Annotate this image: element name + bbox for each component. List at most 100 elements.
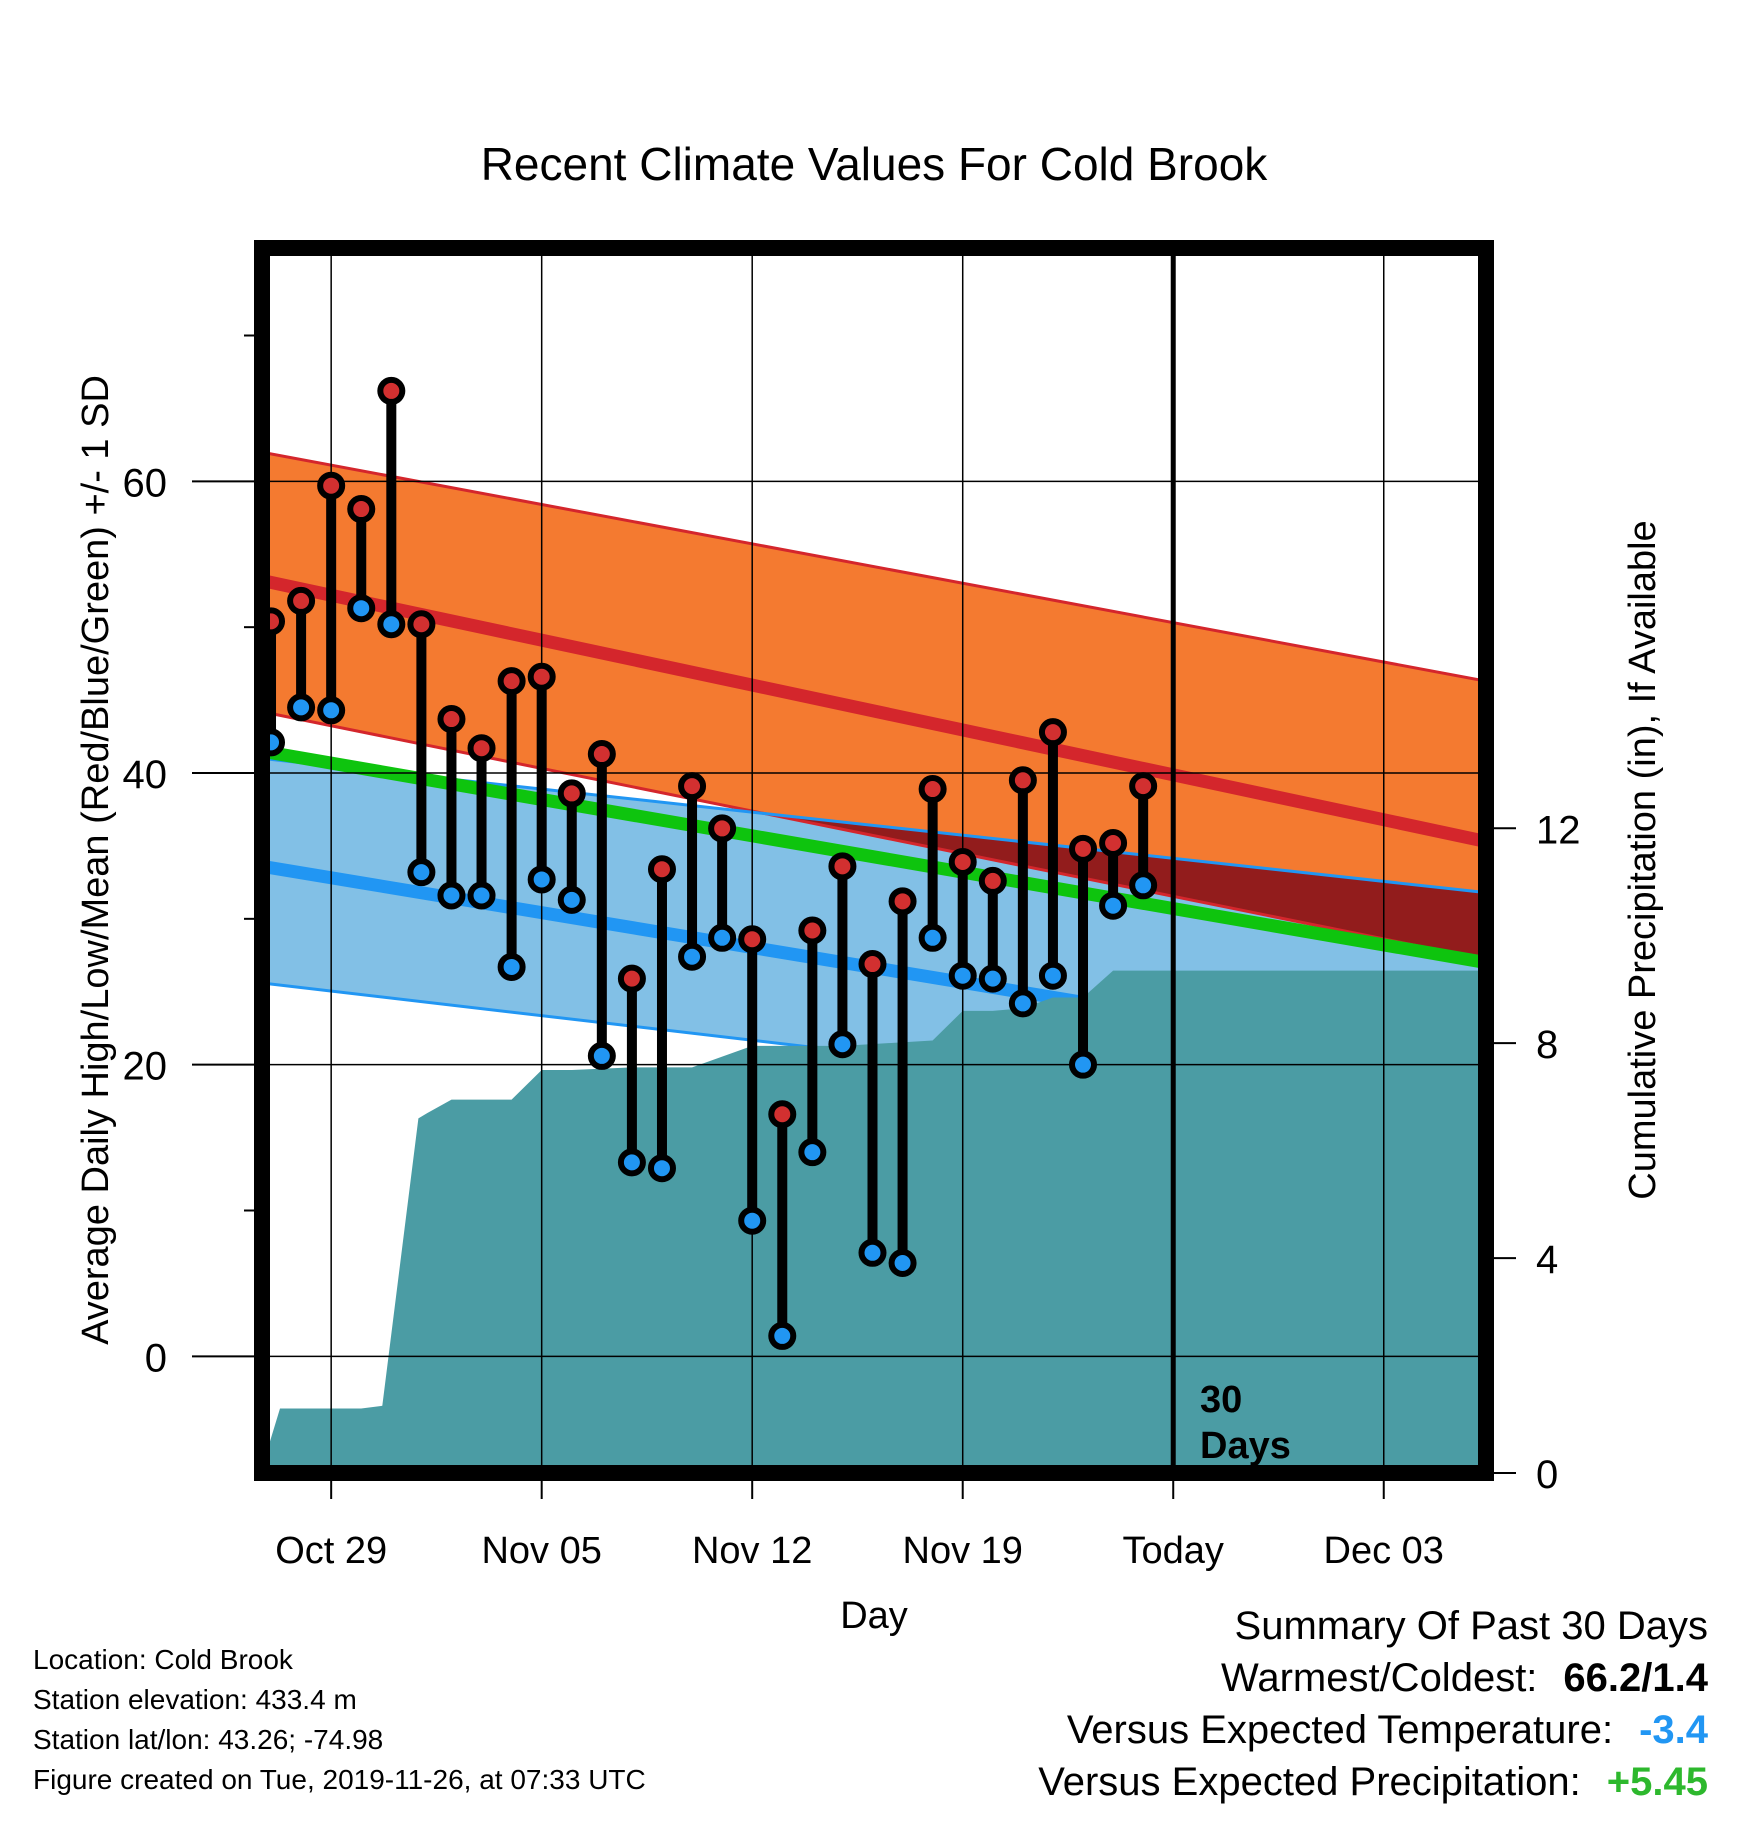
axes: Oct 29 Nov 05 Nov 12 Nov 19 Today Dec 0302040…: [123, 334, 1581, 1572]
daily-low-point: [858, 1238, 887, 1267]
daily-high-point: [287, 586, 316, 615]
daily-low-point: [798, 1138, 827, 1167]
daily-low-point: [377, 610, 406, 639]
daily-high-point: [587, 740, 616, 769]
precip-label: Versus Expected Precipitation:: [1038, 1760, 1581, 1804]
daily-low-point: [467, 881, 496, 910]
right-tick-label: 12: [1536, 808, 1581, 852]
temp-value: -3.4: [1639, 1708, 1708, 1752]
x-tick-label: Nov 12: [692, 1530, 812, 1572]
daily-low-point: [287, 693, 316, 722]
warm-cold-value: 66.2/1.4: [1563, 1656, 1708, 1700]
station-latlon: Station lat/lon: 43.26; -74.98: [33, 1724, 384, 1755]
daily-high-point: [647, 855, 676, 884]
daily-low-point: [918, 923, 947, 952]
daily-low-point: [1038, 961, 1067, 990]
daily-high-point: [858, 950, 887, 979]
chart-title: Recent Climate Values For Cold Brook: [481, 138, 1269, 190]
summary-panel: Summary Of Past 30 Days Warmest/Coldest:…: [1038, 1600, 1708, 1808]
daily-low-point: [617, 1148, 646, 1177]
normal-mean-line: [262, 744, 1486, 969]
x-tick-label: Nov 05: [481, 1530, 601, 1572]
left-tick-label: 40: [123, 753, 168, 797]
daily-high-point: [377, 376, 406, 405]
daily-high-point: [828, 852, 857, 881]
right-tick-label: 0: [1536, 1453, 1558, 1497]
precip-value: +5.45: [1606, 1760, 1708, 1804]
daily-low-point: [1099, 891, 1128, 920]
daily-low-point: [708, 923, 737, 952]
station-location: Location: Cold Brook: [33, 1644, 293, 1675]
right-tick-label: 4: [1536, 1238, 1558, 1282]
daily-low-point: [557, 885, 586, 914]
left-tick-label: 20: [123, 1045, 168, 1089]
temp-label: Versus Expected Temperature:: [1066, 1708, 1614, 1752]
daily-low-point: [768, 1321, 797, 1350]
daily-high-point: [347, 495, 376, 524]
summary-title: Summary Of Past 30 Days: [1234, 1604, 1708, 1648]
daily-high-point: [948, 847, 977, 876]
daily-high-point: [467, 734, 496, 763]
left-tick-label: 0: [145, 1336, 167, 1380]
x-tick-label: Oct 29: [275, 1530, 387, 1572]
daily-low-point: [1129, 871, 1158, 900]
y-axis-label-left: Average Daily High/Low/Mean (Red/Blue/Gr…: [75, 375, 117, 1345]
daily-low-point: [948, 961, 977, 990]
station-elevation: Station elevation: 433.4 m: [33, 1684, 357, 1715]
today-label-count: 30: [1200, 1379, 1242, 1421]
daily-high-point: [1038, 718, 1067, 747]
high-band-lower-edge: [262, 710, 1486, 962]
daily-high-point: [617, 964, 646, 993]
x-tick-label: Today: [1123, 1530, 1224, 1572]
today-label-days: Days: [1200, 1425, 1291, 1467]
daily-low-point: [317, 696, 346, 725]
daily-low-point: [647, 1154, 676, 1183]
daily-high-point: [527, 662, 556, 691]
daily-high-point: [798, 916, 827, 945]
daily-high-point: [557, 779, 586, 808]
daily-low-point: [1008, 989, 1037, 1018]
daily-low-point: [888, 1249, 917, 1277]
summary-warm-cold-row: Warmest/Coldest: 66.2/1.4: [1038, 1652, 1708, 1704]
daily-high-point: [1008, 766, 1037, 795]
daily-low-point: [678, 942, 707, 971]
daily-high-point: [1099, 829, 1128, 857]
daily-low-point: [587, 1041, 616, 1070]
daily-high-point: [918, 775, 947, 804]
daily-low-point: [978, 964, 1007, 993]
plot-area: [262, 248, 1486, 1473]
figure-created: Figure created on Tue, 2019-11-26, at 07…: [33, 1764, 646, 1795]
daily-high-point: [978, 866, 1007, 895]
daily-low-point: [497, 952, 526, 981]
daily-low-point: [828, 1030, 857, 1059]
daily-low-point: [738, 1206, 767, 1235]
daily-high-point: [708, 814, 737, 843]
warm-cold-label: Warmest/Coldest:: [1221, 1656, 1538, 1700]
daily-high-point: [317, 471, 346, 500]
daily-low-point: [437, 881, 466, 910]
daily-low-point: [527, 865, 556, 894]
x-tick-label: Nov 19: [903, 1530, 1023, 1572]
daily-high-point: [678, 772, 707, 801]
daily-high-point: [1129, 772, 1158, 801]
daily-high-point: [1069, 834, 1098, 863]
plot-frame: [254, 240, 1494, 1481]
high-band-upper-edge: [262, 450, 1486, 683]
daily-low-point: [1069, 1050, 1098, 1079]
daily-high-point: [437, 705, 466, 734]
summary-temp-row: Versus Expected Temperature: -3.4: [1038, 1704, 1708, 1756]
daily-low-point: [407, 858, 436, 887]
normal-high-line: [262, 574, 1486, 848]
daily-high-point: [768, 1100, 797, 1129]
x-axis-label: Day: [840, 1595, 908, 1637]
daily-high-point: [738, 925, 767, 954]
right-tick-label: 8: [1536, 1023, 1558, 1067]
daily-low-point: [347, 594, 376, 623]
daily-high-point: [888, 887, 917, 916]
temperature-series: [257, 376, 1158, 1350]
station-info: Location: Cold Brook Station elevation: …: [33, 1640, 646, 1800]
y-axis-label-right: Cumulative Precipitation (in), If Availa…: [1622, 520, 1664, 1199]
summary-precip-row: Versus Expected Precipitation: +5.45: [1038, 1756, 1708, 1808]
daily-high-point: [407, 610, 436, 639]
